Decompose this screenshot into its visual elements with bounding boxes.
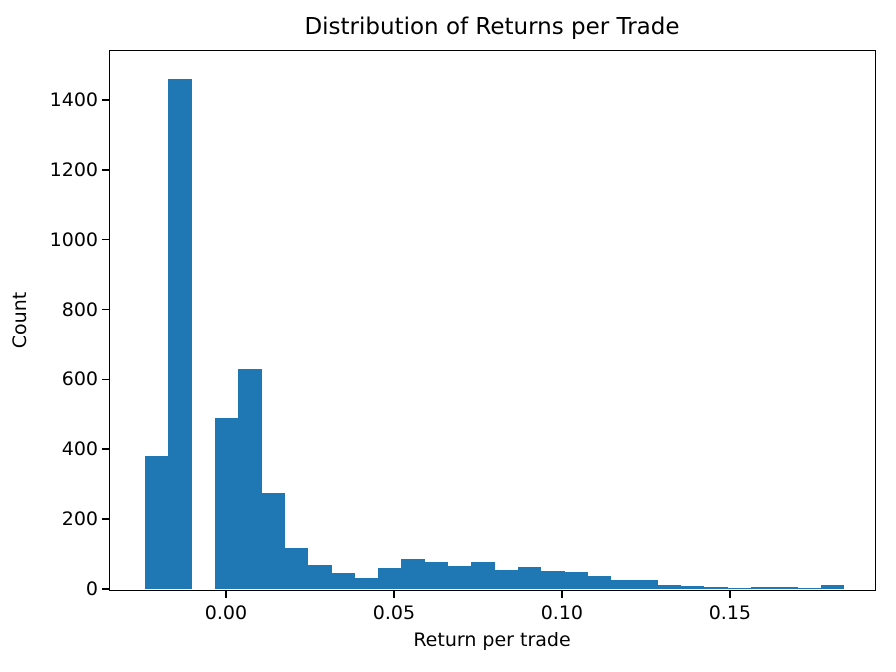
histogram-bar [518,567,542,589]
histogram-bar [308,564,332,589]
y-tick-label: 800 [61,298,98,321]
histogram-bar [704,586,728,589]
histogram-bar [471,562,495,589]
histogram-bar [611,579,635,589]
histogram-bar [261,492,285,589]
y-tick-mark [101,168,109,171]
histogram-bar [494,570,518,589]
y-tick-mark [101,99,109,101]
histogram-bar [564,572,588,589]
y-tick-label: 400 [61,438,98,461]
y-tick-label: 1200 [49,158,98,181]
histogram-bar [168,78,192,589]
histogram-bar [424,561,449,589]
x-tick-label: 0.10 [540,602,584,624]
x-tick-mark [225,590,227,598]
plot-area [110,51,874,589]
histogram-bar [657,584,682,589]
y-tick-mark [101,448,109,451]
y-tick-mark [101,518,109,520]
histogram-bar [587,576,612,589]
y-tick-label: 1400 [49,88,98,111]
x-tick-mark [561,590,563,598]
histogram-bar [238,368,262,589]
x-tick-mark [729,590,731,598]
x-tick-label: 0.05 [372,602,416,624]
y-tick-label: 1000 [49,228,98,251]
chart-title: Distribution of Returns per Trade [304,14,680,40]
x-axis-label: Return per trade [413,629,571,651]
histogram-bar [214,417,239,589]
histogram-bar [378,567,402,589]
y-tick-label: 600 [61,368,98,391]
histogram-bar [284,548,309,589]
y-tick-label: 200 [61,508,98,531]
x-tick-label: 0.15 [708,602,752,624]
y-tick-mark [101,378,109,381]
histogram-bar [774,586,798,589]
histogram-bar [797,587,821,589]
x-tick-mark [393,590,395,598]
histogram-bar [821,585,845,589]
histogram-bar [634,579,658,589]
y-tick-mark [101,238,109,241]
x-tick-label: 0.00 [204,602,248,624]
histogram-bar [448,565,472,589]
plot-spines [108,49,876,591]
histogram-bar [751,586,775,589]
y-tick-mark [101,588,109,590]
y-tick-mark [101,308,109,311]
histogram-bar [331,573,355,589]
histogram-bar [145,456,169,589]
histogram-bar [541,571,565,589]
histogram-bar [401,558,425,589]
histogram-bar [727,587,752,589]
y-axis-label: Count [9,291,31,349]
y-tick-label: 0 [85,578,98,600]
histogram-bar [354,577,379,589]
histogram-bar [681,585,705,589]
